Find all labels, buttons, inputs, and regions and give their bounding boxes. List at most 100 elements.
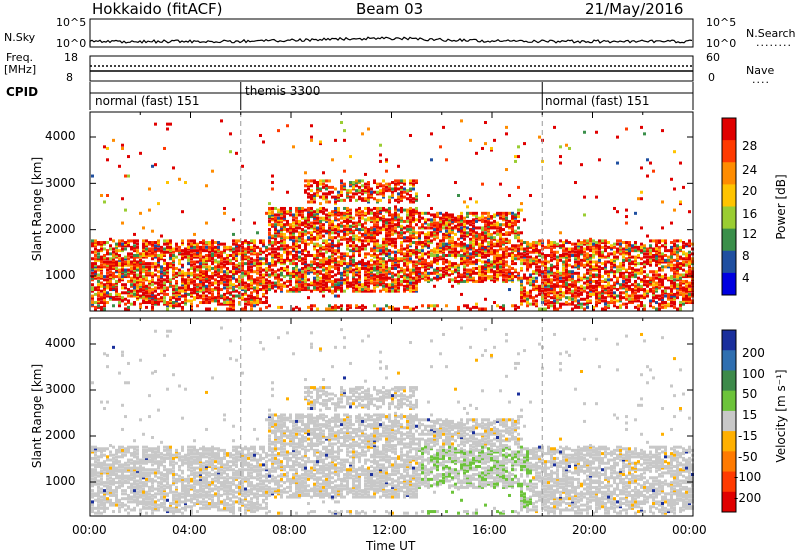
power-cell-7381: [472, 221, 475, 225]
power-cell-180: [100, 260, 103, 264]
power-cell-5393: [376, 245, 379, 249]
power-cell-7096: [457, 223, 460, 227]
power-cell-3037: [277, 284, 280, 288]
power-cell-925: [145, 266, 148, 270]
power-cell-1429: [178, 294, 181, 298]
power-cell-2577: [247, 242, 250, 246]
power-cell-1427: [178, 297, 181, 301]
power-cell-3259: [286, 211, 289, 215]
power-cell-3023: [274, 219, 277, 223]
power-cell-1572: [187, 281, 190, 285]
power-cell-9177: [583, 297, 586, 301]
power-cell-3031: [274, 206, 277, 210]
power-cell-5782: [391, 239, 394, 243]
power-cell-2379: [235, 242, 238, 246]
power-cell-4310: [331, 231, 334, 235]
power-cell-3965: [319, 276, 322, 280]
power-cell-6072: [403, 255, 406, 259]
power-cell-9364: [592, 244, 595, 248]
power-cell-3105: [280, 273, 283, 277]
power-cell-865: [142, 268, 145, 272]
power-cell-235: [103, 260, 106, 264]
power-cell-8077: [511, 247, 514, 251]
power-cell-6068: [403, 258, 406, 262]
power-cell-4264: [331, 305, 334, 309]
power-cell-4435: [337, 255, 340, 259]
power-cell-6050: [403, 279, 406, 283]
power-cell-299: [106, 146, 109, 150]
power-cell-3559: [301, 221, 304, 225]
power-cell-7776: [496, 278, 499, 282]
power-cell-4490: [340, 289, 343, 293]
power-cell-7660: [487, 216, 490, 220]
power-cell-803: [139, 278, 142, 282]
power-cell-2351: [235, 278, 238, 282]
power-cell-9398: [595, 275, 598, 279]
power-cell-4097: [322, 197, 325, 201]
power-cell-4278: [331, 275, 334, 279]
power-cell-6765: [439, 273, 442, 277]
power-cell-4176: [325, 187, 328, 191]
power-cell-8691: [550, 244, 553, 248]
power-cell-5270: [370, 190, 373, 194]
power-cell-267: [106, 279, 109, 283]
power-cell-1218: [163, 266, 166, 270]
power-cell-8607: [547, 292, 550, 296]
power-cell-6911: [445, 158, 448, 162]
power-cell-4675: [346, 219, 349, 223]
power-cell-4637: [346, 273, 349, 277]
power-cell-3561: [301, 216, 304, 220]
power-cell-1775: [199, 275, 202, 279]
power-cell-5653: [385, 218, 388, 222]
power-cell-4933: [358, 262, 361, 266]
power-cell-7072: [457, 268, 460, 272]
power-cell-417: [115, 275, 118, 279]
power-cell-6985: [451, 253, 454, 257]
power-cell-5912: [397, 271, 400, 275]
power-cell-2501: [244, 286, 247, 290]
power-cell-6370: [415, 263, 418, 267]
power-cell-6695: [433, 228, 436, 232]
power-cell-9868: [625, 249, 628, 253]
power-cell-2658: [253, 270, 256, 274]
power-cell-8444: [535, 258, 538, 262]
power-cell-3905: [316, 242, 319, 246]
power-cell-3762: [310, 210, 313, 214]
power-cell-1058: [154, 299, 157, 303]
power-cell-2889: [268, 239, 271, 243]
power-cell-9612: [607, 252, 610, 256]
power-cell-5088: [364, 236, 367, 240]
power-cell-4112: [325, 288, 328, 292]
power-cell-4063: [322, 255, 325, 259]
power-cell-5114: [364, 189, 367, 193]
power-cell-5879: [394, 205, 397, 209]
power-cell-97: [94, 239, 97, 243]
power-cell-6592: [427, 237, 430, 241]
power-cell-4673: [346, 221, 349, 225]
power-cell-9484: [598, 241, 601, 245]
power-cell-4877: [355, 237, 358, 241]
power-cell-5122: [364, 172, 367, 176]
power-cell-6913: [448, 279, 451, 283]
power-cell-8831: [559, 239, 562, 243]
power-cell-773: [136, 253, 139, 257]
power-cell-9189: [583, 273, 586, 277]
power-cell-9638: [610, 268, 613, 272]
power-cell-6302: [412, 241, 415, 245]
power-cell-8158: [517, 253, 520, 257]
power-cell-4897: [355, 192, 358, 196]
power-cell-1036: [151, 252, 154, 256]
power-cell-9628: [610, 288, 613, 292]
power-cell-1785: [199, 266, 202, 270]
power-cell-7377: [472, 226, 475, 230]
power-cell-4399: [334, 200, 337, 204]
power-cell-743: [136, 291, 139, 295]
power-cell-6460: [418, 219, 421, 223]
power-cell-3497: [298, 226, 301, 230]
power-cell-6524: [424, 262, 427, 266]
power-cell-3820: [313, 247, 316, 251]
power-cell-2022: [214, 286, 217, 290]
power-cell-7371: [472, 231, 475, 235]
power-cell-2303: [232, 289, 235, 293]
power-cell-9104: [577, 265, 580, 269]
